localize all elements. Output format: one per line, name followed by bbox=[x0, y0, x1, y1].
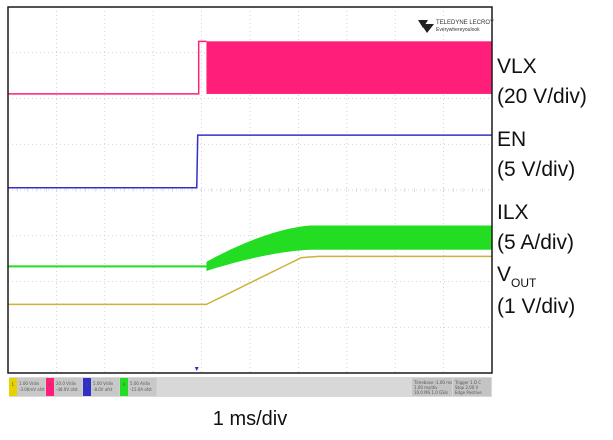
trigger-text-1: Trigger 1 D C bbox=[454, 380, 481, 385]
channel-text: -8.0V ofst bbox=[93, 387, 113, 392]
label-vlx: VLX bbox=[497, 55, 537, 78]
label-vout-scale: (1 V/div) bbox=[497, 295, 576, 318]
channel-id: 1 bbox=[12, 382, 15, 387]
timebase-text-2: 1.00 ms/div bbox=[414, 385, 438, 390]
channel-swatch bbox=[46, 378, 54, 396]
channel-swatch bbox=[83, 378, 91, 396]
channel-box-frame bbox=[54, 378, 83, 396]
channel-box-frame bbox=[128, 378, 157, 396]
trace-vout bbox=[8, 255, 492, 306]
logo-tagline: Everywhereyoulook bbox=[436, 27, 480, 33]
trace-ilx-envelope bbox=[206, 225, 492, 271]
teledyne-logo: TELEDYNE LECROY Everywhereyoulook bbox=[418, 20, 494, 33]
channel-box-1[interactable]: 1 1.00 V/div-3.00mV ofst bbox=[9, 378, 46, 396]
channel-text: -15.0A ofst bbox=[130, 387, 152, 392]
channel-id: 4 bbox=[123, 382, 126, 387]
label-ilx: ILX bbox=[497, 201, 529, 224]
trigger-text-3: Edge Positive bbox=[455, 390, 482, 395]
trigger-box-frame bbox=[453, 378, 491, 396]
channel-id: 3 bbox=[86, 382, 89, 387]
channel-text: 5.00 V/div bbox=[93, 381, 114, 386]
channel-swatch bbox=[120, 378, 128, 396]
plot-border bbox=[7, 6, 493, 374]
timebase-box-frame bbox=[412, 378, 452, 396]
label-vout-main: V bbox=[497, 263, 512, 286]
label-vout: VOUT bbox=[497, 263, 536, 295]
timebase-box[interactable]: Timebase -1.00 ms 1.00 ms/div 10.0 MS 1.… bbox=[412, 378, 452, 396]
channel-box-frame bbox=[91, 378, 120, 396]
channel-box-2[interactable]: 2 20.0 V/div-48.0V ofst bbox=[46, 378, 83, 396]
timebase-text-3: 10.0 MS 1.0 GS/s bbox=[414, 390, 448, 395]
channel-id: 2 bbox=[49, 382, 52, 387]
label-en: EN bbox=[497, 128, 527, 151]
label-en-scale: (5 V/div) bbox=[497, 158, 576, 181]
label-vout-sub: OUT bbox=[511, 276, 537, 290]
status-bar: 1 1.00 V/div-3.00mV ofst 2 20.0 V/div-48.0V… bbox=[9, 377, 492, 397]
trace-vlx-switching bbox=[206, 41, 492, 94]
traces bbox=[8, 40, 492, 306]
channel-box-3[interactable]: 3 5.00 V/div-8.0V ofst bbox=[83, 378, 120, 396]
label-vlx-scale: (20 V/div) bbox=[497, 85, 587, 108]
channel-text: -3.00mV ofst bbox=[19, 387, 45, 392]
label-ilx-scale: (5 A/div) bbox=[497, 231, 575, 254]
trace-en bbox=[8, 134, 492, 189]
status-channels: 1 1.00 V/div-3.00mV ofst 2 20.0 V/div-48.0V… bbox=[9, 378, 157, 396]
channel-box-4[interactable]: 4 5.00 A/div-15.0A ofst bbox=[120, 378, 157, 396]
channel-text: -48.0V ofst bbox=[56, 387, 78, 392]
timebase-label: 1 ms/div bbox=[212, 408, 288, 430]
channel-box-frame bbox=[17, 378, 46, 396]
trigger-box[interactable]: Trigger 1 D C Stop 2.00 V Edge Positive bbox=[453, 378, 491, 396]
trigger-marker bbox=[194, 367, 199, 371]
teledyne-logo-icon bbox=[418, 20, 434, 33]
trace-vlx-baseline bbox=[8, 40, 207, 95]
channel-text: 1.00 V/div bbox=[19, 381, 40, 386]
logo-brand: TELEDYNE LECROY bbox=[436, 20, 494, 26]
trigger-text-2: Stop 2.00 V bbox=[455, 385, 479, 390]
channel-text: 5.00 A/div bbox=[130, 381, 151, 386]
channel-text: 20.0 V/div bbox=[56, 381, 77, 386]
timebase-text-1: Timebase -1.00 ms bbox=[413, 380, 452, 385]
channel-swatch bbox=[9, 378, 17, 396]
